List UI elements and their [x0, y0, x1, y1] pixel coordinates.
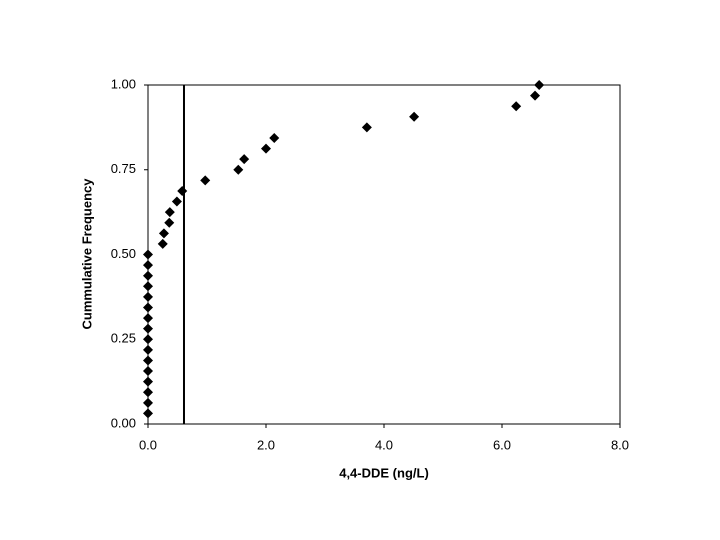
y-tick-label: 0.50 [111, 246, 136, 261]
marker [143, 334, 153, 345]
marker [164, 217, 175, 228]
marker [158, 228, 169, 239]
marker [143, 323, 153, 334]
marker [143, 249, 153, 260]
marker [177, 185, 188, 196]
marker [143, 355, 153, 366]
y-tick-label: 1.00 [111, 76, 136, 91]
marker [530, 90, 541, 101]
x-axis-title: 4,4-DDE (ng/L) [339, 465, 429, 480]
marker [143, 270, 153, 281]
marker [164, 207, 175, 218]
x-tick-label: 0.0 [139, 437, 157, 452]
marker [143, 408, 153, 419]
marker [409, 111, 420, 122]
x-tick-label: 2.0 [257, 437, 275, 452]
marker [200, 175, 211, 186]
marker [171, 196, 182, 207]
x-tick-label: 4.0 [375, 437, 393, 452]
marker [233, 164, 244, 175]
marker [143, 344, 153, 355]
y-tick-label: 0.75 [111, 161, 136, 176]
x-tick-label: 6.0 [493, 437, 511, 452]
marker [143, 291, 153, 302]
marker [239, 154, 250, 165]
y-axis-title: Cummulative Frequency [79, 178, 94, 330]
marker [143, 366, 153, 377]
marker [157, 238, 168, 249]
marker [143, 313, 153, 324]
plot-area [147, 84, 621, 425]
marker [143, 302, 153, 313]
marker [269, 132, 280, 143]
marker [511, 101, 522, 112]
y-tick-label: 0.25 [111, 331, 136, 346]
marker [361, 122, 372, 133]
y-tick-label: 0.00 [111, 415, 136, 430]
marker [534, 80, 545, 90]
marker [143, 260, 153, 271]
marker [261, 143, 271, 154]
marker [143, 397, 153, 408]
x-tick-label: 8.0 [611, 437, 629, 452]
marker [143, 387, 153, 398]
marker [143, 376, 153, 387]
marker [143, 281, 153, 292]
